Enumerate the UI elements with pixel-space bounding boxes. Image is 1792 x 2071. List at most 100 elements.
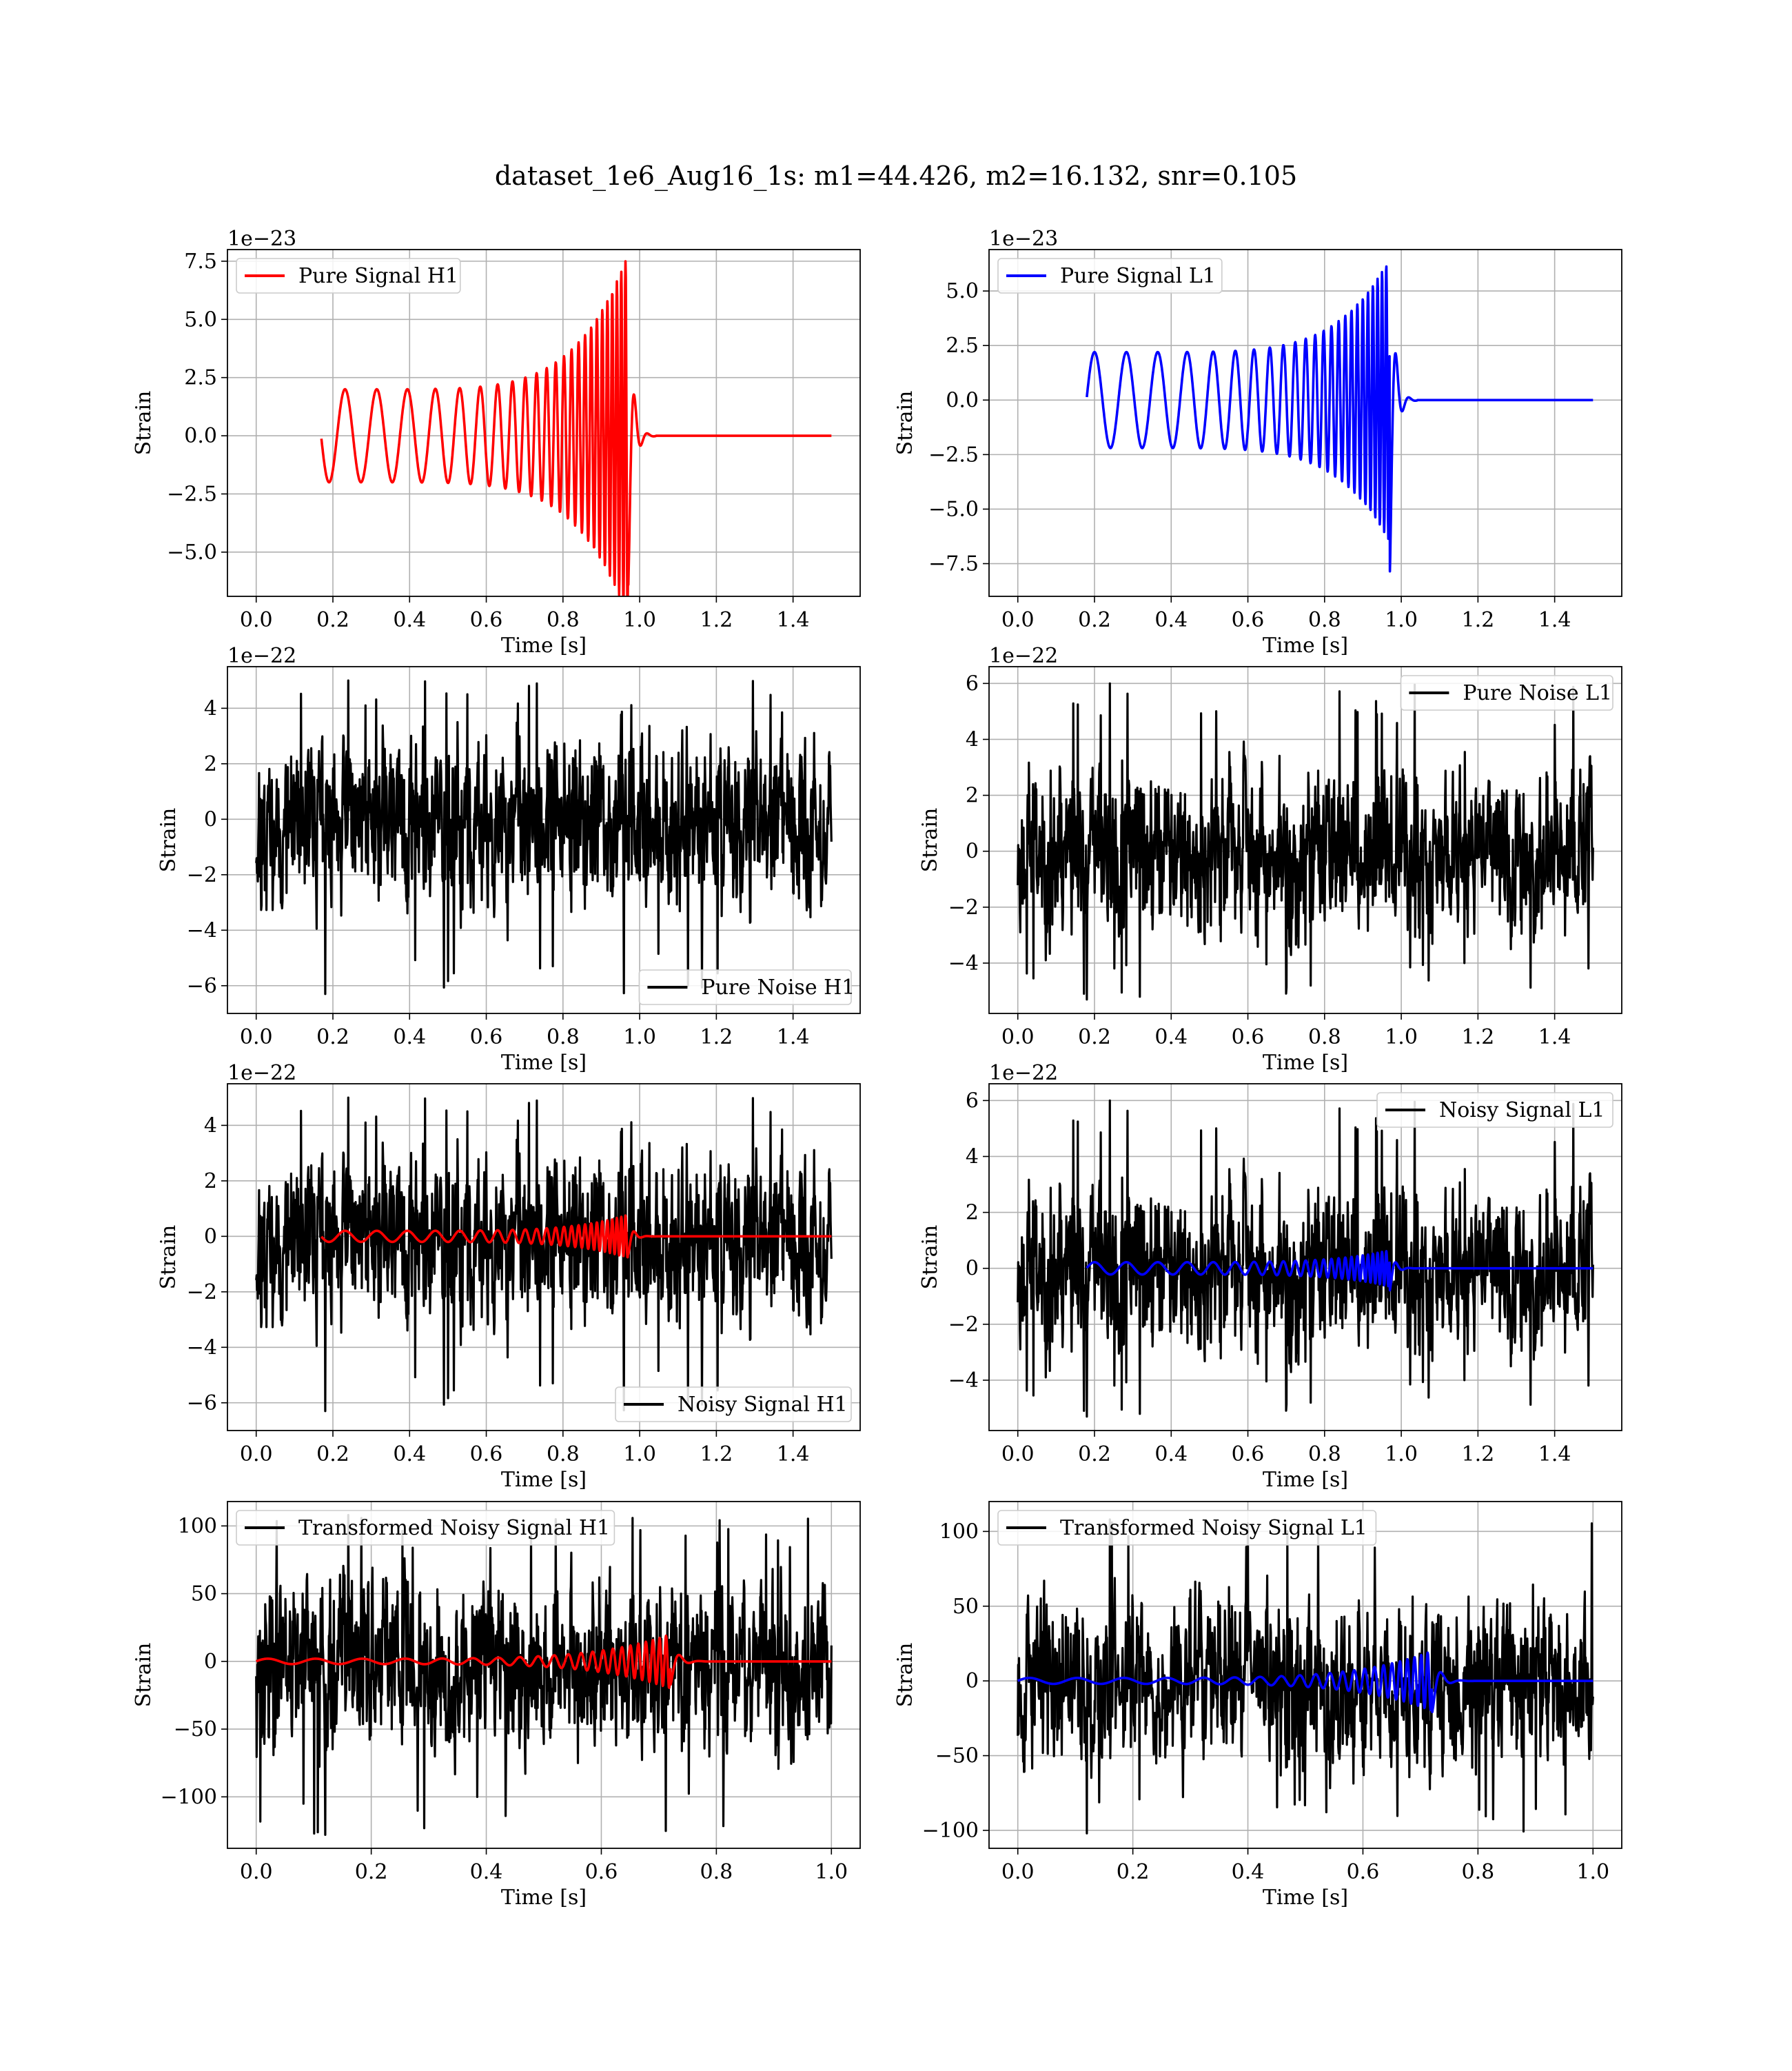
y-tick-label: 6: [966, 1089, 979, 1113]
y-offset-text: 1e−22: [227, 1061, 296, 1085]
legend: Transformed Noisy Signal L1: [997, 1510, 1377, 1546]
y-tick-label: 5.0: [946, 279, 979, 303]
x-tick-label: 0.4: [393, 608, 426, 632]
y-tick-label: −6: [187, 974, 217, 998]
y-tick-label: 0: [966, 1257, 979, 1281]
axes-frame: [988, 249, 1622, 597]
legend: Noisy Signal L1: [1376, 1092, 1613, 1128]
x-tick-label: 0.6: [470, 1442, 503, 1466]
x-tick-label: 0.0: [1001, 608, 1035, 632]
legend-label: Pure Signal H1: [298, 264, 458, 288]
axes-frame: [988, 1501, 1622, 1849]
x-axis-label: Time [s]: [1263, 1886, 1348, 1910]
y-tick-label: −100: [922, 1819, 979, 1843]
legend-label: Noisy Signal H1: [678, 1393, 848, 1417]
series-line-transformed-noisy-signal-h1-overlay: [255, 1634, 833, 1689]
legend-box: [615, 1386, 852, 1422]
x-tick-label: 0.4: [393, 1025, 426, 1049]
x-tick-label: 0.0: [240, 1442, 273, 1466]
y-tick-label: 7.5: [184, 250, 217, 274]
axes-frame: [227, 1501, 861, 1849]
x-tick-label: 0.0: [240, 608, 273, 632]
x-tick-label: 0.8: [700, 1860, 733, 1884]
legend-box: [638, 969, 852, 1005]
y-axis-label: Strain: [918, 808, 942, 873]
series-group: [320, 260, 833, 596]
x-tick-label: 1.0: [1576, 1860, 1609, 1884]
x-tick-label: 0.8: [547, 1442, 580, 1466]
x-tick-label: 0.8: [1462, 1860, 1495, 1884]
x-tick-label: 1.0: [1385, 1025, 1418, 1049]
x-tick-label: 0.4: [1154, 1025, 1188, 1049]
axes-frame: [988, 1083, 1622, 1431]
x-tick-label: 1.2: [1462, 1442, 1495, 1466]
series-group: [1017, 1099, 1594, 1418]
series-group: [1017, 682, 1594, 1001]
y-axis-label: Strain: [893, 1643, 917, 1708]
series-line-transformed-noisy-signal-h1: [255, 1514, 833, 1836]
series-line-pure-signal-h1: [320, 260, 833, 596]
y-tick-label: 5.0: [184, 307, 217, 332]
series-line-transformed-noisy-signal-l1: [1017, 1518, 1594, 1835]
y-tick-label: 2: [966, 784, 979, 808]
figure-title: dataset_1e6_Aug16_1s: m1=44.426, m2=16.1…: [495, 161, 1297, 192]
x-tick-label: 1.0: [815, 1860, 848, 1884]
x-axis-label: Time [s]: [1263, 1051, 1348, 1075]
axes-frame: [227, 249, 861, 597]
y-tick-label: 0: [204, 1224, 217, 1249]
y-tick-label: 0.0: [184, 424, 217, 448]
x-tick-label: 0.4: [1232, 1860, 1265, 1884]
y-tick-label: 0: [966, 840, 979, 864]
x-tick-label: 1.0: [623, 1025, 656, 1049]
legend-label: Transformed Noisy Signal L1: [1060, 1516, 1367, 1540]
legend: Pure Signal H1: [236, 258, 461, 294]
x-tick-label: 0.6: [1232, 608, 1265, 632]
y-tick-label: 6: [966, 671, 979, 696]
axes-frame: [988, 666, 1622, 1014]
y-tick-label: 4: [966, 1144, 979, 1169]
x-tick-label: 0.6: [1347, 1860, 1380, 1884]
legend-label: Pure Noise L1: [1463, 681, 1612, 705]
series-group: [255, 1514, 833, 1836]
y-axis-label: Strain: [918, 1225, 942, 1290]
x-tick-label: 0.6: [470, 608, 503, 632]
x-axis-label: Time [s]: [501, 634, 587, 658]
y-tick-label: −2: [187, 863, 217, 887]
y-tick-label: −2: [948, 896, 979, 920]
x-tick-label: 0.4: [393, 1442, 426, 1466]
x-tick-label: 0.0: [1001, 1025, 1035, 1049]
y-axis-label: Strain: [132, 1643, 156, 1708]
x-tick-label: 0.0: [240, 1860, 273, 1884]
series-group: [1086, 265, 1594, 573]
legend-label: Transformed Noisy Signal H1: [298, 1516, 610, 1540]
series-line-pure-noise-l1: [1017, 682, 1594, 1001]
y-tick-label: 2: [204, 752, 217, 776]
y-tick-label: −50: [935, 1744, 979, 1768]
x-axis-label: Time [s]: [1263, 1468, 1348, 1492]
series-group: [255, 679, 833, 996]
y-offset-text: 1e−23: [227, 227, 296, 251]
y-tick-label: 4: [204, 696, 217, 720]
series-line-noisy-signal-h1-overlay: [320, 1214, 833, 1259]
legend-box: [1400, 675, 1613, 711]
y-axis-label: Strain: [893, 391, 917, 456]
legend: Pure Signal L1: [997, 258, 1223, 294]
x-tick-label: 0.6: [585, 1860, 618, 1884]
y-tick-label: 0: [966, 1669, 979, 1693]
y-tick-label: −50: [174, 1717, 217, 1741]
legend: Noisy Signal H1: [615, 1386, 852, 1422]
x-tick-label: 0.8: [1308, 608, 1341, 632]
y-tick-label: −100: [161, 1785, 217, 1809]
x-tick-label: 1.4: [777, 1442, 810, 1466]
x-tick-label: 0.8: [547, 1025, 580, 1049]
x-tick-label: 0.2: [355, 1860, 388, 1884]
x-tick-label: 1.0: [623, 1442, 656, 1466]
subplot-transformed-noisy-signal-h1: 0.0 0.2 0.4 0.6 0.8 1.0 100 50 0 −50 −100 Time [s] S…: [132, 1501, 861, 1910]
y-offset-text: 1e−22: [989, 644, 1058, 668]
axes-frame: [227, 1083, 861, 1431]
x-tick-label: 0.4: [470, 1860, 503, 1884]
x-tick-label: 0.2: [316, 608, 349, 632]
legend: Transformed Noisy Signal H1: [236, 1510, 615, 1546]
x-tick-label: 0.4: [1154, 608, 1188, 632]
